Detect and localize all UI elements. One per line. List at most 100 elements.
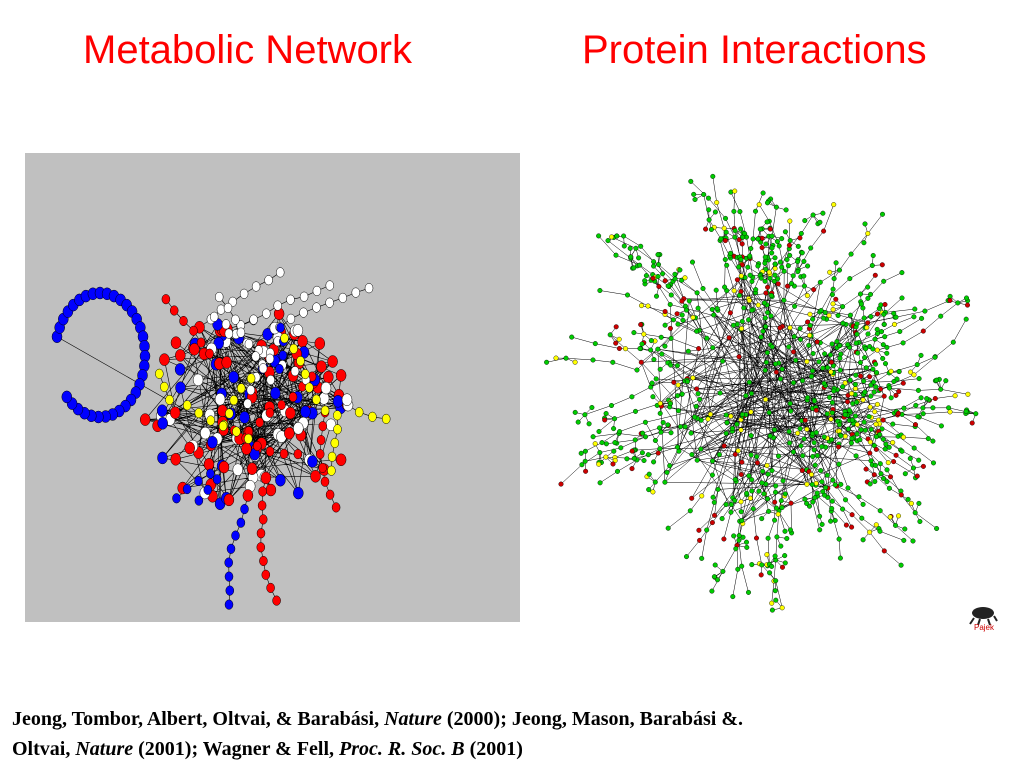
node [934,526,940,532]
node [652,479,658,485]
node [218,420,228,432]
node [692,196,698,202]
node [649,380,655,386]
node [870,252,876,258]
node [823,485,829,491]
node [836,536,842,542]
node [325,297,334,308]
node [312,394,321,405]
node [590,357,596,363]
node [746,473,752,479]
node [730,594,736,600]
node [837,355,843,361]
node [722,238,728,244]
metabolic-network [51,267,391,610]
node [896,513,902,519]
node [867,529,873,535]
node [901,434,907,440]
node [333,410,342,421]
node [829,341,835,347]
node [278,350,288,361]
node [881,311,887,317]
node [840,304,846,310]
node [780,564,786,570]
node [182,484,192,495]
node [787,527,793,533]
node [919,315,925,321]
node [862,355,868,361]
node [719,516,725,522]
node [879,262,885,268]
node [822,351,828,357]
node [710,345,716,351]
node [722,257,728,263]
node [842,433,848,439]
node [849,512,855,518]
node [597,288,603,294]
node [674,311,680,317]
node [723,502,729,508]
node [553,355,559,361]
node [277,399,286,411]
node [175,381,186,394]
node [925,436,931,442]
node [637,262,643,268]
node [715,486,721,492]
node [677,267,683,273]
node [934,377,940,383]
node [633,408,639,414]
node [671,379,677,385]
node [658,429,664,435]
node [662,322,668,328]
node [769,245,775,251]
node [558,481,564,487]
node [916,457,922,463]
node [720,358,726,364]
node [874,401,880,407]
protein-network [544,173,979,613]
node [674,363,680,369]
node [814,339,820,345]
node [249,314,258,325]
node [845,485,851,491]
node [655,346,661,352]
node [639,303,645,309]
node [270,386,281,400]
node [645,303,651,309]
node [924,396,930,402]
node [817,527,823,533]
node [709,520,715,526]
node [872,479,878,485]
node [638,243,644,249]
node [884,467,890,473]
node [883,361,889,367]
node [869,263,875,269]
node [777,325,783,331]
node [709,472,715,478]
node [293,486,304,500]
node [679,391,685,397]
node [817,279,823,285]
node [853,372,859,378]
node [847,312,853,318]
node [786,429,792,435]
node [603,411,609,417]
node [569,334,575,340]
node [200,426,211,440]
node [854,431,860,437]
node [697,396,703,402]
node [272,595,281,606]
node [572,359,578,365]
node [807,311,813,317]
node [639,450,645,456]
node [779,505,785,511]
networks: Pajek [25,153,998,632]
node [804,481,810,487]
node [782,560,788,566]
node [710,173,716,179]
node [351,287,361,298]
node [886,444,892,450]
node [864,325,870,331]
node [712,562,718,568]
node [801,258,807,264]
